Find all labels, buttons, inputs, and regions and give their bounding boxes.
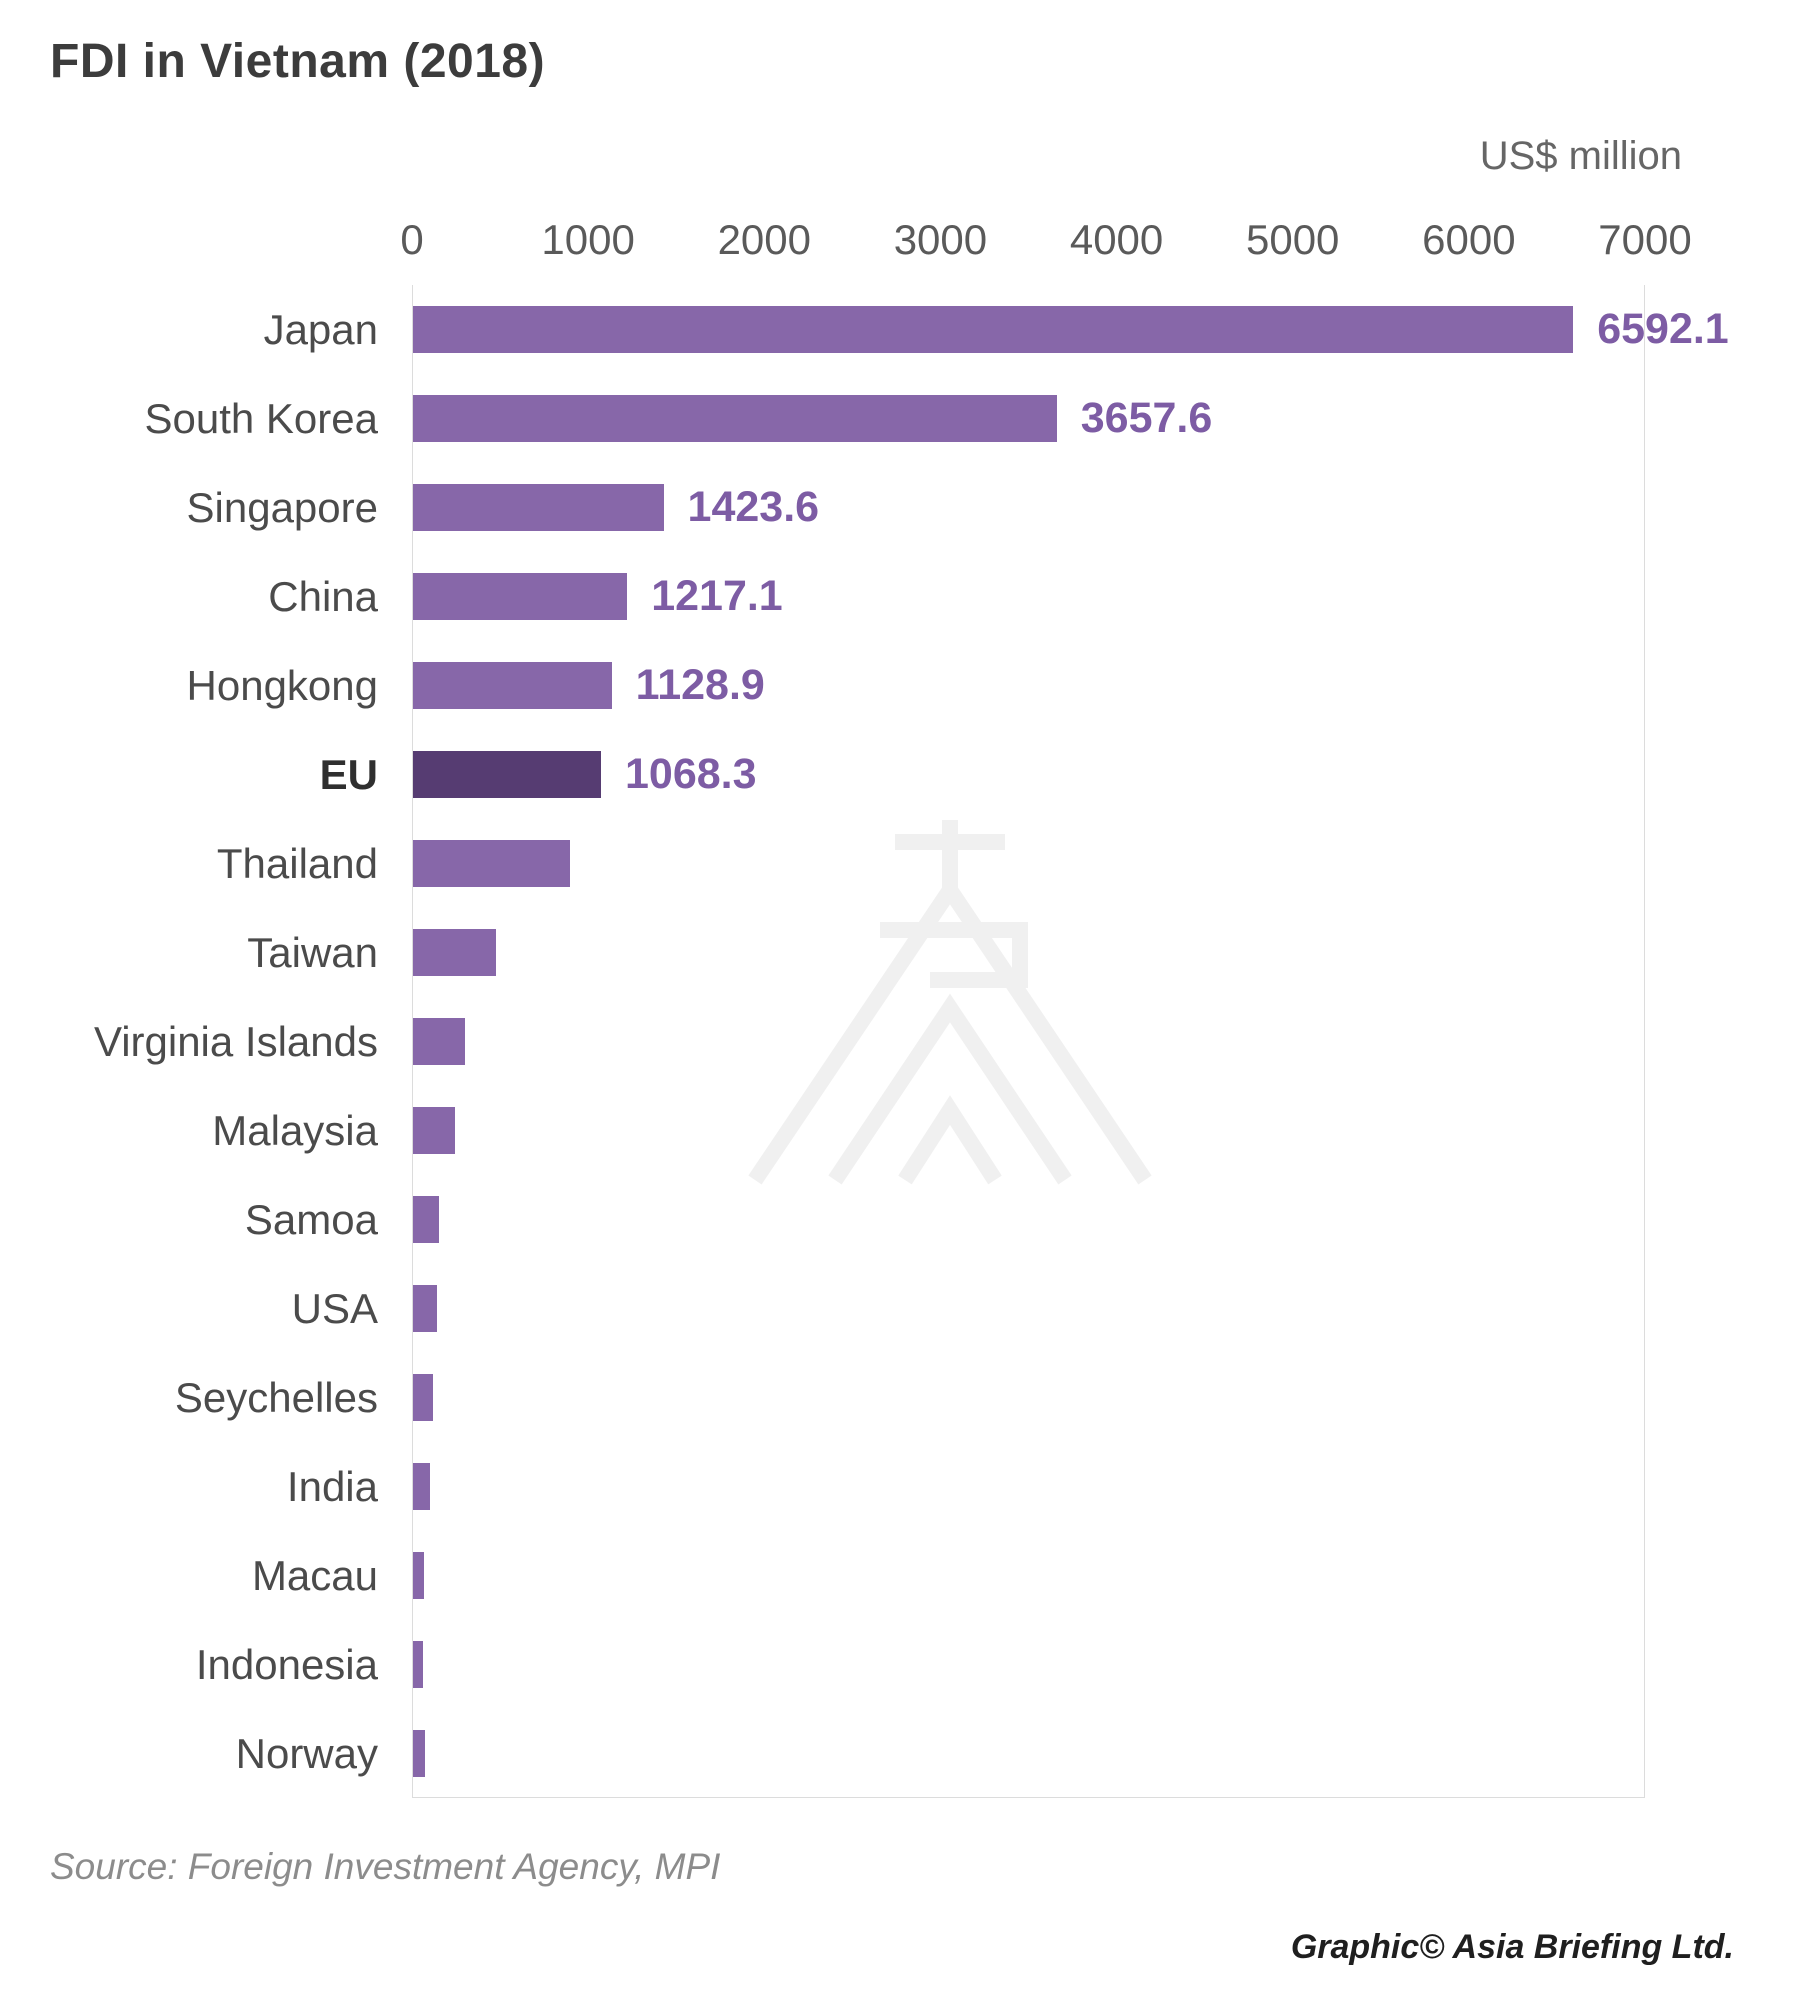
value-label-china: 1217.1 bbox=[651, 572, 783, 620]
category-label-india: India bbox=[286, 1462, 378, 1510]
bar-row-thailand bbox=[413, 819, 1645, 908]
bar-row-south-korea: 3657.6 bbox=[413, 374, 1645, 463]
category-label-samoa: Samoa bbox=[244, 1195, 378, 1243]
axis-tick-5000: 5000 bbox=[1245, 216, 1340, 263]
category-label-seychelles: Seychelles bbox=[174, 1373, 378, 1421]
value-label-singapore: 1423.6 bbox=[687, 483, 820, 531]
value-label-hongkong: 1128.9 bbox=[635, 661, 765, 709]
bar-samoa bbox=[413, 1196, 440, 1243]
bar-malaysia bbox=[413, 1107, 456, 1154]
category-label-eu: EU bbox=[319, 750, 378, 798]
bar-row-norway bbox=[413, 1709, 1645, 1798]
bar-singapore bbox=[413, 484, 664, 531]
axis-tick-2000: 2000 bbox=[717, 216, 811, 263]
bar-row-indonesia bbox=[413, 1620, 1645, 1709]
axis-tick-3000: 3000 bbox=[893, 216, 988, 263]
bar-row-taiwan bbox=[413, 908, 1645, 997]
bar-macau bbox=[413, 1552, 424, 1599]
credit-note: Graphic© Asia Briefing Ltd. bbox=[1290, 1928, 1734, 1966]
bar-eu bbox=[413, 751, 602, 798]
value-label-japan: 6592.1 bbox=[1597, 305, 1729, 353]
bar-row-seychelles bbox=[413, 1353, 1645, 1442]
axis-tick-0: 0 bbox=[400, 216, 424, 263]
source-note: Source: Foreign Investment Agency, MPI bbox=[50, 1846, 721, 1887]
bar-row-virginia-islands bbox=[413, 997, 1645, 1086]
category-label-south-korea: South Korea bbox=[144, 394, 378, 442]
bar-thailand bbox=[413, 840, 570, 887]
category-label-usa: USA bbox=[291, 1284, 378, 1332]
bar-row-samoa bbox=[413, 1175, 1645, 1264]
bar-china bbox=[413, 573, 628, 620]
axis-tick-1000: 1000 bbox=[541, 216, 635, 263]
bar-usa bbox=[413, 1285, 437, 1332]
category-label-china: China bbox=[268, 572, 378, 620]
bar-row-hongkong: 1128.9 bbox=[413, 641, 1645, 730]
bar-india bbox=[413, 1463, 430, 1510]
bar-row-macau bbox=[413, 1531, 1645, 1620]
value-label-eu: 1068.3 bbox=[625, 750, 757, 798]
bar-japan bbox=[413, 306, 1574, 353]
category-label-indonesia: Indonesia bbox=[195, 1640, 378, 1688]
bar-hongkong bbox=[413, 662, 612, 709]
bar-virginia-islands bbox=[413, 1018, 465, 1065]
category-label-japan: Japan bbox=[263, 305, 378, 353]
bar-row-usa bbox=[413, 1264, 1645, 1353]
axis-tick-6000: 6000 bbox=[1422, 216, 1516, 263]
bar-row-china: 1217.1 bbox=[413, 552, 1645, 641]
value-label-south-korea: 3657.6 bbox=[1080, 394, 1213, 442]
chart-title: FDI in Vietnam (2018) bbox=[50, 35, 546, 88]
category-label-norway: Norway bbox=[235, 1729, 378, 1777]
bar-norway bbox=[413, 1730, 425, 1777]
bar-row-japan: 6592.1 bbox=[413, 285, 1729, 374]
bar-taiwan bbox=[413, 929, 496, 976]
axis-tick-4000: 4000 bbox=[1069, 216, 1164, 263]
axis-unit-label: US$ million bbox=[1479, 134, 1682, 178]
bar-row-singapore: 1423.6 bbox=[413, 463, 1645, 552]
axis-tick-7000: 7000 bbox=[1598, 216, 1692, 263]
bar-south-korea bbox=[413, 395, 1057, 442]
bar-seychelles bbox=[413, 1374, 434, 1421]
category-label-singapore: Singapore bbox=[186, 483, 378, 531]
bar-row-eu: 1068.3 bbox=[413, 730, 1645, 819]
category-label-malaysia: Malaysia bbox=[212, 1106, 378, 1154]
category-label-taiwan: Taiwan bbox=[247, 928, 378, 976]
bar-indonesia bbox=[413, 1641, 423, 1688]
category-label-thailand: Thailand bbox=[216, 839, 378, 887]
category-label-macau: Macau bbox=[251, 1551, 378, 1599]
x-axis: 0 1000 2000 3000 4000 5000 6000 7000 bbox=[400, 216, 1691, 270]
bar-row-india bbox=[413, 1442, 1645, 1531]
bar-row-malaysia bbox=[413, 1086, 1645, 1175]
category-label-hongkong: Hongkong bbox=[186, 661, 378, 709]
category-label-virginia-islands: Virginia Islands bbox=[93, 1017, 378, 1065]
